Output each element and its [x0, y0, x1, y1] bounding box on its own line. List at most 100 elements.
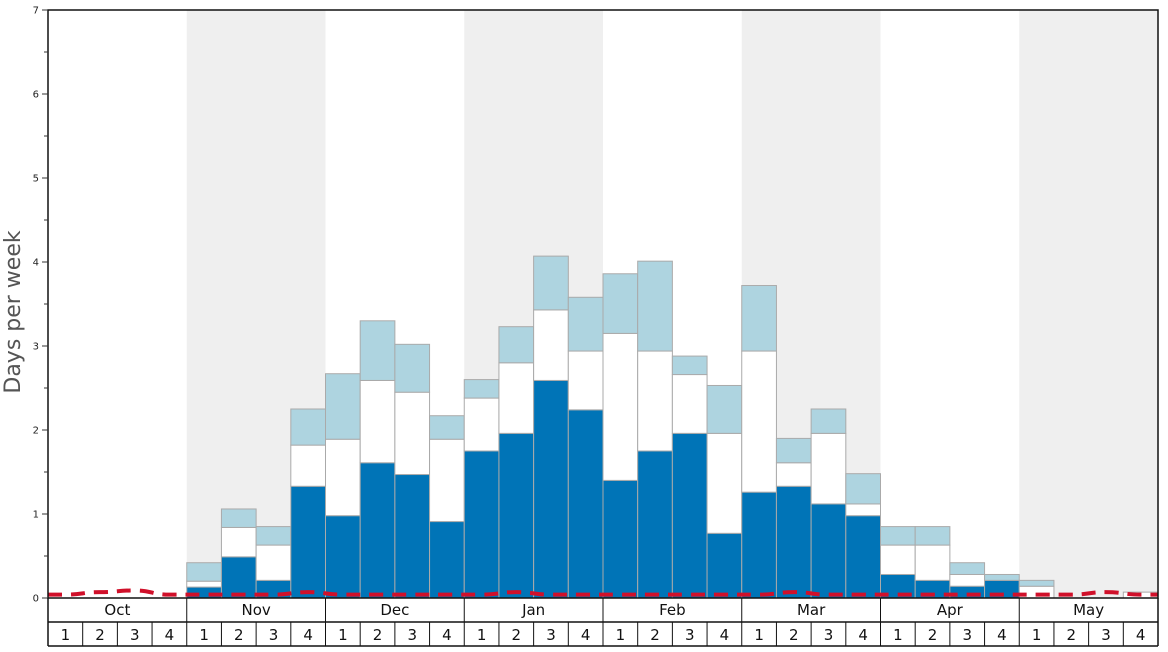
month-label-oct: Oct — [104, 601, 130, 619]
bar-segment-middle-15 — [567, 350, 604, 411]
bar-segment-bottom-16 — [602, 479, 639, 599]
bar-segment-top-14 — [533, 255, 569, 311]
week-label-may-2: 2 — [1067, 626, 1077, 644]
week-label-oct-4: 4 — [165, 626, 175, 644]
bar-segment-bottom-20 — [741, 491, 777, 599]
bar-segment-bottom-15 — [567, 409, 604, 599]
bar-segment-top-24 — [880, 526, 916, 546]
bar-segment-bottom-17 — [637, 450, 673, 599]
week-label-may-3: 3 — [1101, 626, 1111, 644]
week-label-nov-2: 2 — [234, 626, 244, 644]
bar-segment-top-15 — [567, 296, 604, 352]
week-label-feb-2: 2 — [650, 626, 660, 644]
bar-segment-top-6 — [255, 526, 292, 546]
bar-segment-bottom-14 — [533, 379, 569, 599]
week-label-jan-2: 2 — [512, 626, 522, 644]
week-label-nov-1: 1 — [199, 626, 209, 644]
bar-segment-middle-18 — [671, 374, 708, 434]
shade-may — [1019, 10, 1158, 598]
week-label-oct-1: 1 — [61, 626, 71, 644]
y-tick-label-1: 1 — [33, 510, 39, 521]
bar-segment-top-10 — [394, 343, 431, 393]
y-tick-label-4: 4 — [33, 258, 39, 269]
bar-segment-bottom-23 — [845, 515, 881, 599]
week-label-mar-1: 1 — [754, 626, 764, 644]
y-tick-label-0: 0 — [33, 594, 39, 605]
week-label-nov-4: 4 — [303, 626, 313, 644]
bar-segment-middle-16 — [602, 332, 639, 481]
bar-segment-middle-4 — [186, 580, 222, 588]
week-label-apr-2: 2 — [928, 626, 938, 644]
bar-segment-top-28 — [1018, 579, 1055, 587]
bar-segment-top-27 — [984, 573, 1020, 581]
bar-segment-middle-7 — [290, 444, 326, 487]
bar-segment-middle-26 — [949, 573, 986, 587]
week-label-mar-2: 2 — [789, 626, 799, 644]
bars — [186, 255, 1159, 599]
y-axis-label: Days per week — [1, 230, 26, 393]
bar-segment-bottom-21 — [775, 485, 812, 599]
bar-segment-top-21 — [775, 437, 812, 464]
bar-segment-middle-10 — [394, 391, 431, 476]
bar-segment-middle-19 — [706, 432, 743, 534]
axis-labels: 0 1 2 3 4 5 6 7 Days per week Oct 1 2 3 4 Nov 1 2 3 4 Dec 1 2… — [1, 6, 1145, 645]
y-tick-label-7: 7 — [33, 6, 39, 17]
bar-segment-middle-24 — [880, 544, 916, 575]
axes — [42, 9, 1159, 647]
bar-segment-top-22 — [810, 408, 847, 434]
bar-segment-middle-17 — [637, 350, 673, 452]
bar-segment-top-5 — [220, 508, 257, 528]
bar-segment-middle-13 — [498, 362, 535, 434]
week-label-may-1: 1 — [1032, 626, 1042, 644]
month-label-mar: Mar — [797, 601, 826, 619]
month-label-may: May — [1073, 601, 1104, 619]
week-label-jan-3: 3 — [546, 626, 556, 644]
week-label-feb-3: 3 — [685, 626, 695, 644]
week-label-feb-4: 4 — [720, 626, 730, 644]
bar-segment-middle-12 — [463, 397, 500, 452]
bar-segment-middle-14 — [533, 309, 569, 381]
bar-segment-top-23 — [845, 473, 881, 505]
bar-segment-middle-20 — [741, 350, 777, 493]
month-label-feb: Feb — [659, 601, 686, 619]
week-label-nov-3: 3 — [269, 626, 279, 644]
month-label-jan: Jan — [521, 601, 545, 619]
bar-segment-top-4 — [186, 562, 222, 582]
bar-segment-bottom-10 — [394, 474, 431, 599]
month-label-dec: Dec — [380, 601, 409, 619]
bar-segment-top-8 — [325, 373, 361, 440]
bar-segment-bottom-5 — [220, 556, 257, 599]
dashed-line-layer — [48, 588, 1158, 597]
bar-segment-top-16 — [602, 273, 639, 334]
week-label-dec-1: 1 — [338, 626, 348, 644]
bar-segment-top-19 — [706, 384, 743, 434]
bar-segment-bottom-19 — [706, 532, 743, 599]
bar-segment-middle-5 — [220, 526, 257, 558]
bar-segment-middle-22 — [810, 432, 847, 505]
bar-segment-bottom-13 — [498, 432, 535, 599]
week-label-oct-3: 3 — [130, 626, 140, 644]
bar-segment-top-25 — [914, 526, 951, 546]
bar-segment-top-12 — [463, 379, 500, 399]
week-label-apr-4: 4 — [997, 626, 1007, 644]
bar-segment-bottom-7 — [290, 485, 326, 599]
week-label-may-4: 4 — [1136, 626, 1146, 644]
bar-segment-top-26 — [949, 562, 986, 575]
week-label-apr-1: 1 — [893, 626, 903, 644]
bar-segment-top-18 — [671, 355, 708, 376]
month-label-nov: Nov — [241, 601, 270, 619]
bar-segment-middle-8 — [325, 438, 361, 517]
week-label-feb-1: 1 — [616, 626, 626, 644]
bar-segment-middle-9 — [359, 379, 396, 464]
bar-segment-top-13 — [498, 326, 535, 364]
bar-segment-middle-25 — [914, 544, 951, 581]
week-label-mar-3: 3 — [824, 626, 834, 644]
week-label-jan-4: 4 — [581, 626, 591, 644]
bar-segment-middle-6 — [255, 544, 292, 581]
y-tick-label-3: 3 — [33, 342, 39, 353]
bar-segment-top-9 — [359, 320, 396, 381]
y-tick-label-5: 5 — [33, 174, 39, 185]
bar-segment-bottom-22 — [810, 503, 847, 599]
